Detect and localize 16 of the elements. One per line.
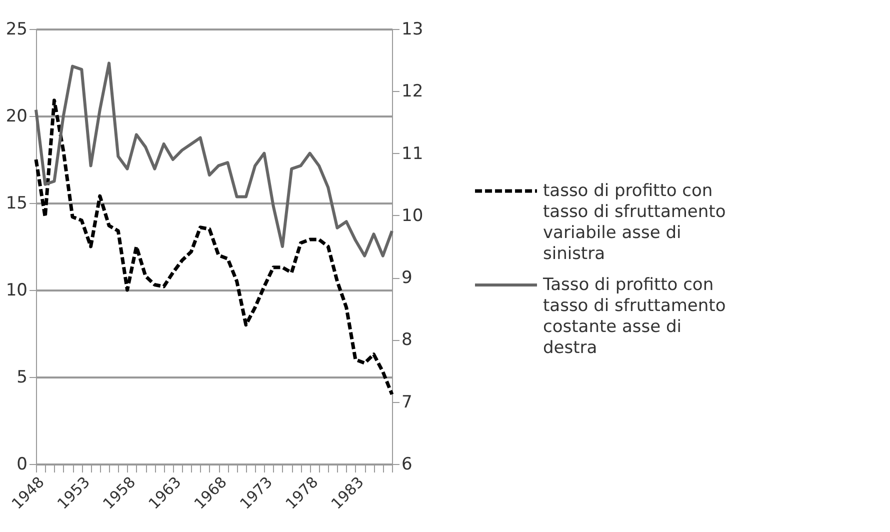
legend-label: Tasso di profitto con tasso di sfruttamento costante asse di destra [542,275,726,358]
y-tick-label: 10 [6,280,28,300]
legend-label: tasso di profitto con tasso di sfruttamento variabile asse di sinistra [543,181,726,264]
y2-tick-label: 6 [402,454,412,474]
y2-tick-label: 10 [402,206,424,226]
y2-tick-label: 11 [402,144,424,164]
y-tick-label: 0 [16,454,28,474]
y-tick-label: 15 [6,194,28,214]
y2-tick-label: 7 [402,392,412,412]
y2-tick-label: 9 [402,268,412,288]
y2-tick-label: 13 [402,20,424,40]
y2-tick-label: 12 [402,82,424,102]
y-tick-label: 20 [6,106,28,126]
y2-tick-label: 8 [402,330,412,350]
y-tick-label: 25 [6,20,28,40]
y-tick-label: 5 [16,368,28,388]
